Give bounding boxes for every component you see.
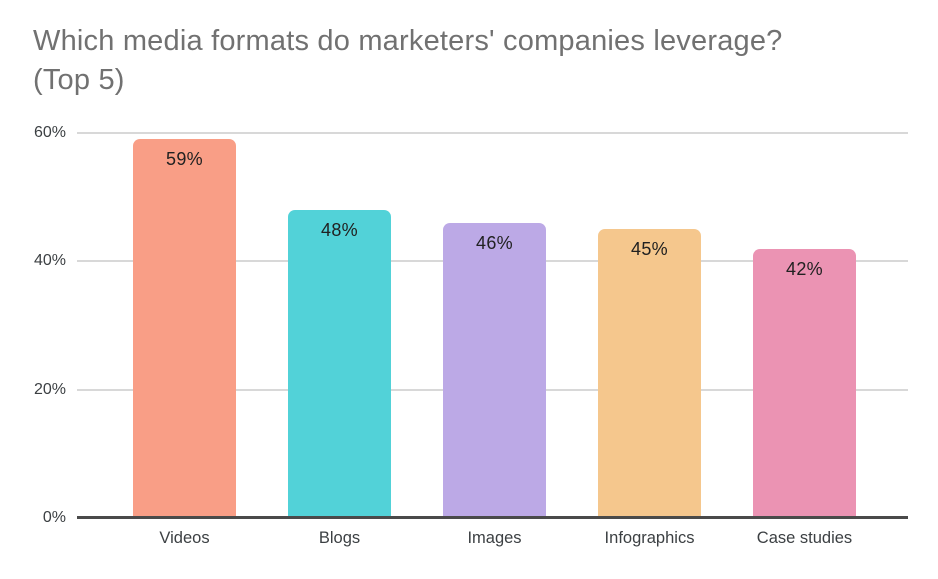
- bar-blogs: 48%: [288, 210, 391, 518]
- bar-value-label-infographics: 45%: [631, 239, 668, 260]
- bar-value-label-images: 46%: [476, 232, 513, 253]
- y-axis-tick-0: 0%: [42, 509, 66, 526]
- y-axis-tick-40: 40%: [33, 252, 66, 270]
- x-axis-label-case-studies: Case studies: [756, 529, 853, 547]
- bar-case-studies: 42%: [753, 248, 856, 518]
- chart-title-line2: (Top 5): [33, 64, 125, 96]
- bar-value-label-case-studies: 42%: [786, 258, 823, 279]
- y-axis-tick-20: 20%: [33, 380, 66, 398]
- x-axis-label-images: Images: [467, 529, 522, 547]
- bar-images: 46%: [443, 222, 546, 518]
- x-axis-label-infographics: Infographics: [604, 529, 695, 547]
- chart-title: Which media formats do marketers' compan…: [33, 22, 783, 100]
- gridline-60: [77, 132, 908, 134]
- x-axis-label-blogs: Blogs: [318, 529, 361, 547]
- x-axis-line: [77, 516, 908, 519]
- bar-value-label-videos: 59%: [166, 149, 203, 170]
- x-axis-label-videos: Videos: [159, 529, 210, 547]
- y-axis-tick-60: 60%: [33, 124, 66, 141]
- bar-infographics: 45%: [598, 229, 701, 518]
- bar-videos: 59%: [133, 139, 236, 518]
- bar-value-label-blogs: 48%: [321, 220, 358, 240]
- chart-title-line1: Which media formats do marketers' compan…: [33, 25, 783, 57]
- plot-area: 60% 40% 20% 0% 59% 48% 46% 45% 42% Video…: [34, 124, 908, 547]
